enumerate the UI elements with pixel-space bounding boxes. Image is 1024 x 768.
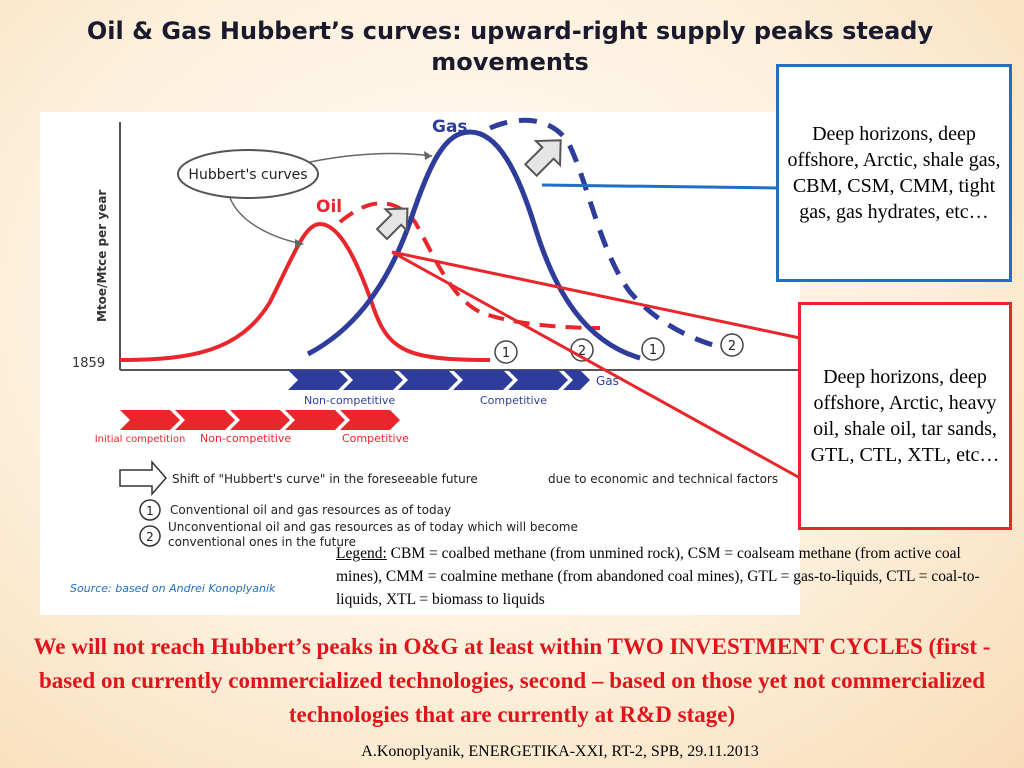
svg-text:1: 1 <box>502 346 510 361</box>
oil-shift-arrow <box>375 207 409 241</box>
slide-title: Oil & Gas Hubbert’s curves: upward-right… <box>86 17 934 76</box>
oil-competitive-label: Competitive <box>342 432 409 445</box>
oil-initial-competition-label: Initial competition <box>95 434 186 445</box>
hubbert-pointer-gas-head <box>424 151 432 160</box>
shift-text: Shift of "Hubbert's curve" in the forese… <box>172 472 478 486</box>
shift-legend-arrow <box>119 460 167 496</box>
oil-noncompetitive-label: Non-competitive <box>200 432 291 445</box>
note-2-text: Unconventional oil and gas resources as … <box>168 520 578 549</box>
oil-chevron-band <box>120 410 400 430</box>
note-2: 2 Unconventional oil and gas resources a… <box>139 520 578 549</box>
hubbert-pointer-gas <box>309 152 433 163</box>
svg-text:Conventional oil and gas resou: Conventional oil and gas resources as of… <box>170 503 451 517</box>
svg-text:2: 2 <box>146 530 154 544</box>
gas-band-label: Gas <box>596 374 619 388</box>
gas-competitive-label: Competitive <box>480 394 547 407</box>
hubbert-curves-label: Hubbert's curves <box>188 167 307 183</box>
oil-initial-competition-line: Initial competition <box>95 434 186 445</box>
note-1: 1 Conventional oil and gas resources as … <box>139 499 451 521</box>
svg-text:1: 1 <box>649 343 657 358</box>
oil-curve-label: Oil <box>316 197 342 217</box>
shift-reason: due to economic and technical factors <box>548 472 778 486</box>
gas-resources-callout: Deep horizons, deep offshore, Arctic, sh… <box>776 64 1012 282</box>
svg-text:1: 1 <box>146 504 154 518</box>
oil-resources-text: Deep horizons, deep offshore, Arctic, he… <box>810 366 1000 466</box>
gas-resources-text: Deep horizons, deep offshore, Arctic, sh… <box>787 123 1001 223</box>
oil-resources-callout: Deep horizons, deep offshore, Arctic, he… <box>798 302 1012 530</box>
legend-text: CBM = coalbed methane (from unmined rock… <box>336 545 980 608</box>
legend-label: Legend: <box>336 545 387 562</box>
oil-circle-2: 2 <box>570 338 594 362</box>
svg-text:2: 2 <box>728 339 736 354</box>
conclusion-text: We will not reach Hubbert’s peaks in O&G… <box>33 634 991 727</box>
gas-noncompetitive-label: Non-competitive <box>304 394 395 407</box>
gas-circle-1: 1 <box>641 337 665 361</box>
gas-curve-label: Gas <box>432 117 468 137</box>
hubbert-curves-ellipse <box>177 149 319 199</box>
oil-shifted-curve <box>338 201 601 330</box>
footer-citation: A.Konoplyanik, ENERGETIKA-XXI, RT-2, SPB… <box>361 743 759 760</box>
oil-curve <box>119 221 491 362</box>
source-label: Source: based on Andrei Konoplyanik <box>70 582 276 595</box>
hubbert-pointer-oil <box>229 197 303 245</box>
gas-chevron-band <box>288 370 590 390</box>
y-axis-label: Mtoe/Mtce per year <box>95 190 109 322</box>
gas-circle-2: 2 <box>720 333 744 357</box>
gas-shifted-curve <box>489 117 741 355</box>
svg-text:2: 2 <box>578 344 586 359</box>
oil-circle-1: 1 <box>494 340 518 364</box>
gas-shift-arrow <box>523 139 562 178</box>
legend: Legend: CBM = coalbed methane (from unmi… <box>336 542 1008 611</box>
hubbert-diagram: Mtoe/Mtce per year 1859 Hubbert's curves… <box>70 117 800 595</box>
gas-curve <box>306 129 641 361</box>
hubbert-pointer-oil-head <box>295 239 304 248</box>
start-year-label: 1859 <box>72 356 105 371</box>
hubbert-curves-figure: Mtoe/Mtce per year 1859 Hubbert's curves… <box>40 112 800 615</box>
